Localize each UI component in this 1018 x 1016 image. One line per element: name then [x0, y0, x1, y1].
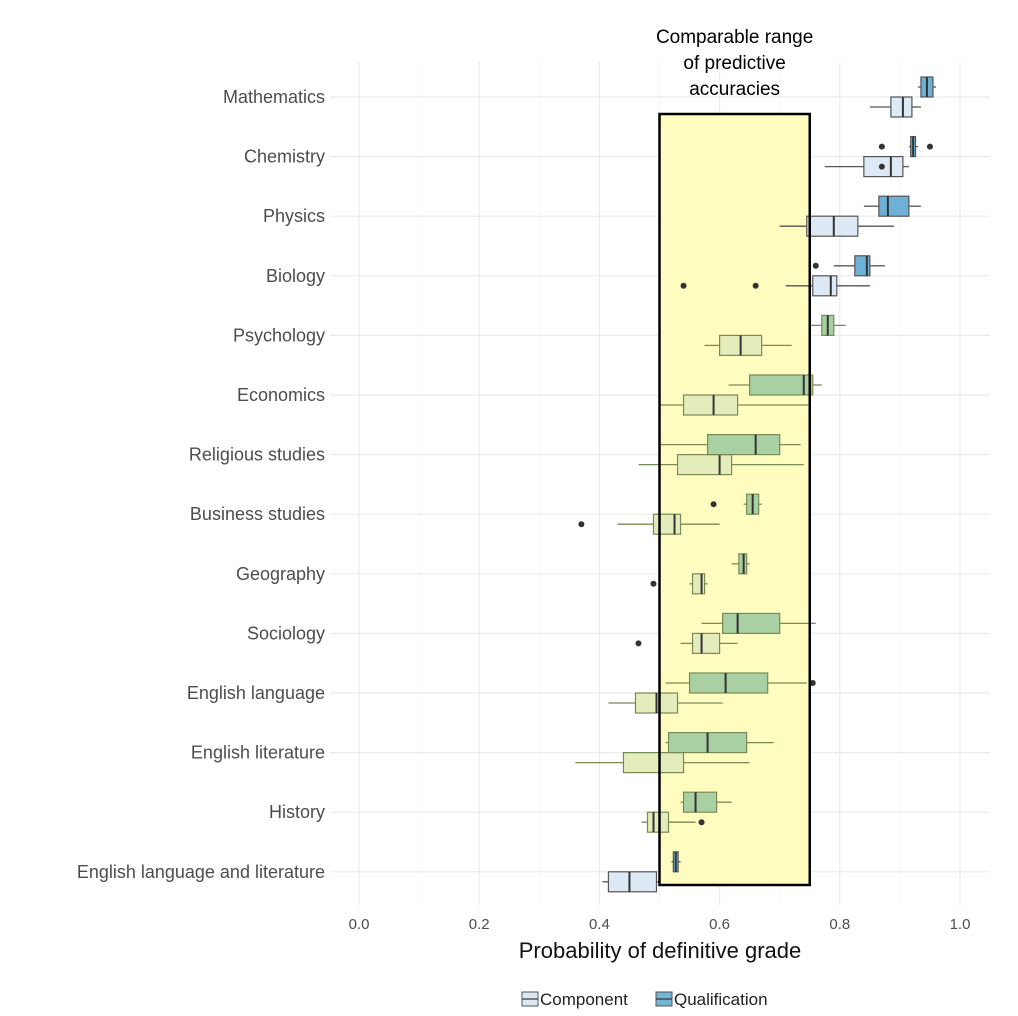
iqr-box	[688, 672, 769, 694]
component-box-english-literature	[575, 751, 750, 774]
component-box-english-language	[608, 692, 723, 714]
component-box-chemistry	[824, 156, 909, 178]
outlier-point	[578, 521, 585, 528]
qualification-box-sociology	[701, 612, 816, 635]
component-box-economics	[659, 394, 810, 416]
category-label: Religious studies	[189, 445, 325, 465]
qualification-box-religious-studies	[659, 434, 801, 456]
qualification-box-english-literature	[665, 731, 774, 754]
outlier-point	[878, 143, 885, 150]
predictive-range-box	[659, 114, 810, 885]
outlier-point	[926, 143, 933, 150]
component-box-biology	[680, 275, 870, 297]
qualification-box-business-studies	[710, 493, 762, 515]
category-label: Physics	[263, 206, 325, 226]
category-label: English literature	[191, 743, 325, 763]
outlier-point	[650, 580, 657, 587]
x-tick-label: 0.8	[829, 916, 850, 933]
component-box-geography	[650, 573, 708, 595]
category-label: Geography	[236, 564, 325, 584]
iqr-box	[682, 394, 739, 416]
component-box-history	[641, 811, 705, 833]
component-box-english-language-and-literature	[602, 871, 660, 893]
component-box-physics	[779, 215, 894, 237]
category-labels: Mathematics Chemistry Physics Biology Psycho…	[77, 87, 325, 882]
qualification-box-geography	[731, 553, 750, 575]
category-label: Sociology	[247, 623, 325, 643]
outlier-point	[680, 282, 687, 289]
outlier-point	[710, 501, 717, 508]
qualification-box-biology	[812, 255, 885, 277]
iqr-box	[890, 96, 913, 118]
box-marks	[575, 76, 936, 893]
iqr-box	[722, 612, 781, 635]
category-label: English language and literature	[77, 862, 325, 882]
category-label: Economics	[237, 385, 325, 405]
qualification-box-history	[680, 791, 732, 813]
predictive-range-outline	[658, 112, 811, 887]
x-tick-label: 1.0	[950, 916, 971, 933]
predictive-range-border	[658, 112, 811, 887]
category-label: English language	[187, 683, 325, 703]
iqr-box	[676, 454, 733, 476]
x-tick-label: 0.4	[589, 916, 610, 933]
iqr-box	[806, 215, 859, 237]
iqr-box	[682, 791, 718, 813]
x-tick-label: 0.6	[709, 916, 730, 933]
legend-label-component: Component	[540, 990, 628, 1009]
qualification-box-mathematics	[917, 76, 936, 98]
annotation-line-3: accuracies	[689, 79, 780, 100]
category-label: Biology	[266, 266, 325, 286]
outlier-point	[878, 163, 885, 170]
iqr-box	[622, 751, 685, 774]
component-box-psychology	[704, 334, 792, 356]
category-label: Mathematics	[223, 87, 325, 107]
legend: Component Qualification	[521, 990, 768, 1009]
iqr-box	[749, 374, 814, 396]
x-axis-title: Probability of definitive grade	[519, 938, 802, 963]
predictive-range-annotation: Comparable range of predictive accuracie…	[656, 27, 813, 885]
legend-item-component: Component	[521, 990, 628, 1009]
qualification-box-english-language-and-literature	[671, 851, 681, 873]
category-label: History	[269, 802, 325, 822]
outlier-point	[698, 819, 705, 826]
outlier-point	[752, 282, 759, 289]
outlier-point	[635, 640, 642, 647]
outlier-point	[812, 262, 819, 269]
iqr-box	[691, 573, 706, 595]
x-tick-labels: 0.0 0.2 0.4 0.6 0.8 1.0	[349, 916, 971, 933]
iqr-box	[652, 513, 682, 535]
legend-item-qualification: Qualification	[655, 990, 768, 1009]
category-label: Business studies	[190, 504, 325, 524]
iqr-box	[691, 632, 721, 655]
iqr-box	[878, 195, 910, 217]
qualification-box-psychology	[809, 314, 846, 336]
annotation-line-1: Comparable range	[656, 27, 813, 48]
iqr-box	[812, 275, 838, 297]
qualification-box-english-language	[665, 672, 816, 694]
outlier-point	[809, 680, 816, 686]
qualification-box-economics	[728, 374, 822, 396]
legend-label-qualification: Qualification	[674, 990, 768, 1009]
iqr-box	[607, 871, 658, 893]
category-label: Chemistry	[244, 147, 325, 167]
qualification-box-physics	[863, 195, 921, 217]
component-box-mathematics	[869, 96, 921, 118]
component-box-religious-studies	[638, 454, 804, 476]
x-tick-label: 0.0	[349, 916, 370, 933]
iqr-box	[646, 811, 670, 833]
annotation-line-2: of predictive	[683, 53, 785, 74]
x-tick-label: 0.2	[469, 916, 490, 933]
component-box-sociology	[635, 632, 738, 655]
category-label: Psychology	[233, 325, 325, 345]
qualification-box-chemistry	[878, 136, 933, 158]
iqr-box	[706, 434, 781, 456]
